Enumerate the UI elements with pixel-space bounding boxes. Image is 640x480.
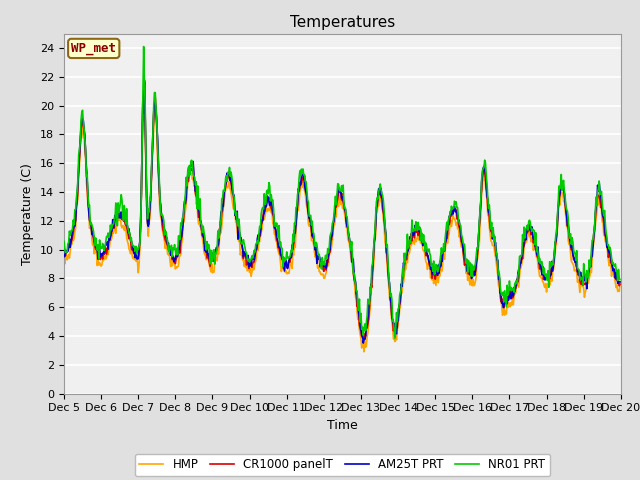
HMP — [428, 271, 435, 277]
NR01 PRT — [428, 263, 435, 269]
CR1000 panelT — [428, 265, 435, 271]
HMP — [70, 236, 78, 241]
Title: Temperatures: Temperatures — [290, 15, 395, 30]
Line: NR01 PRT: NR01 PRT — [64, 47, 620, 338]
Line: HMP: HMP — [64, 91, 620, 352]
NR01 PRT — [412, 228, 419, 234]
HMP — [616, 279, 624, 285]
NR01 PRT — [214, 228, 221, 234]
Legend: HMP, CR1000 panelT, AM25T PRT, NR01 PRT: HMP, CR1000 panelT, AM25T PRT, NR01 PRT — [135, 454, 550, 476]
AM25T PRT — [141, 79, 148, 84]
NR01 PRT — [60, 239, 68, 244]
HMP — [185, 175, 193, 181]
CR1000 panelT — [185, 179, 193, 184]
NR01 PRT — [140, 44, 147, 49]
AM25T PRT — [428, 263, 435, 269]
NR01 PRT — [616, 277, 624, 283]
HMP — [360, 349, 368, 355]
CR1000 panelT — [412, 227, 419, 233]
NR01 PRT — [70, 222, 78, 228]
AM25T PRT — [616, 279, 624, 285]
CR1000 panelT — [141, 77, 148, 83]
HMP — [141, 88, 148, 94]
AM25T PRT — [185, 165, 193, 170]
CR1000 panelT — [360, 336, 368, 342]
Y-axis label: Temperature (C): Temperature (C) — [22, 163, 35, 264]
AM25T PRT — [412, 223, 419, 228]
Line: AM25T PRT: AM25T PRT — [64, 82, 620, 343]
CR1000 panelT — [70, 225, 78, 230]
CR1000 panelT — [60, 254, 68, 260]
Line: CR1000 panelT: CR1000 panelT — [64, 80, 620, 339]
HMP — [412, 230, 419, 236]
Text: WP_met: WP_met — [71, 42, 116, 55]
HMP — [127, 247, 135, 252]
X-axis label: Time: Time — [327, 419, 358, 432]
NR01 PRT — [391, 335, 399, 341]
AM25T PRT — [60, 252, 68, 258]
NR01 PRT — [127, 235, 135, 240]
HMP — [214, 249, 221, 255]
AM25T PRT — [214, 242, 221, 248]
HMP — [60, 257, 68, 263]
AM25T PRT — [360, 340, 367, 346]
CR1000 panelT — [127, 246, 135, 252]
AM25T PRT — [70, 223, 78, 229]
AM25T PRT — [127, 238, 135, 243]
CR1000 panelT — [214, 242, 221, 248]
CR1000 panelT — [616, 281, 624, 287]
NR01 PRT — [185, 173, 193, 179]
